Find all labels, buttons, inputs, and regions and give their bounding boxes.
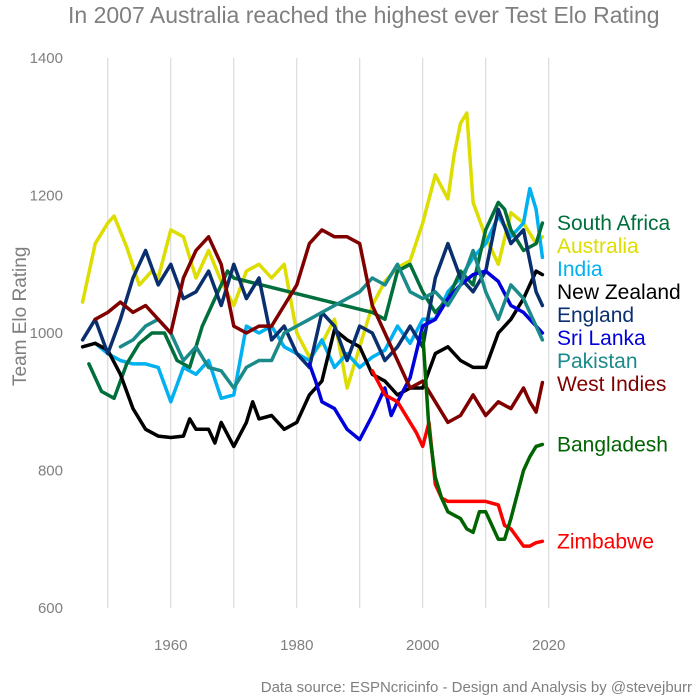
y-tick-label-600: 600	[38, 600, 63, 617]
series-line-pakistan	[118, 248, 545, 390]
y-axis-ticks: 600 800 1000 1200 1400	[30, 50, 63, 617]
series-line-sri-lanka	[307, 269, 545, 442]
series-line-west-indies	[93, 228, 545, 425]
x-axis-ticks: 1960 1980 2000 2020	[154, 637, 565, 654]
series-label-west-indies: West Indies	[557, 373, 666, 396]
series-label-india: India	[557, 258, 603, 281]
series-line-new-zealand	[80, 269, 545, 449]
series-line-bangladesh	[420, 331, 545, 542]
series-label-south-africa: South Africa	[557, 212, 671, 235]
series-line-zimbabwe	[370, 369, 545, 548]
series-line-india	[93, 186, 545, 404]
series-label-australia: Australia	[557, 235, 639, 258]
series-line-south-africa	[87, 200, 545, 401]
y-tick-label-800: 800	[38, 463, 63, 480]
y-tick-label-1400: 1400	[30, 50, 63, 67]
series-label-pakistan: Pakistan	[557, 350, 638, 373]
chart-title: In 2007 Australia reached the highest ev…	[68, 2, 660, 28]
series-label-new-zealand: New Zealand	[557, 281, 681, 304]
x-tick-label-1960: 1960	[154, 637, 187, 654]
x-tick-label-2020: 2020	[532, 637, 565, 654]
x-tick-label-2000: 2000	[406, 637, 439, 654]
series-lines	[80, 111, 545, 548]
data-source-caption: Data source: ESPNcricinfo - Design and A…	[260, 679, 692, 696]
y-tick-label-1000: 1000	[30, 325, 63, 342]
series-label-bangladesh: Bangladesh	[557, 433, 668, 456]
series-label-england: England	[557, 304, 634, 327]
x-tick-label-1980: 1980	[280, 637, 313, 654]
series-label-zimbabwe: Zimbabwe	[557, 530, 654, 553]
y-tick-label-1200: 1200	[30, 188, 63, 205]
series-label-sri-lanka: Sri Lanka	[557, 327, 646, 350]
series-line-england	[80, 207, 545, 370]
